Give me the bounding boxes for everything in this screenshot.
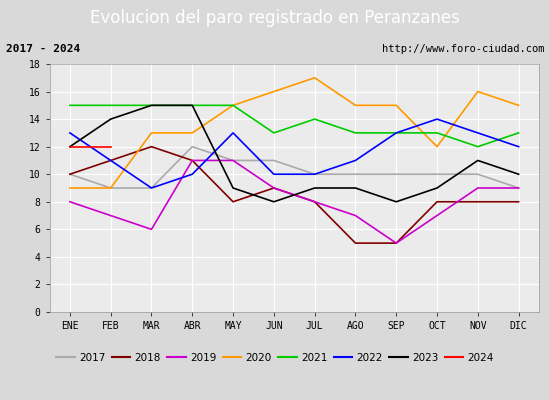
- 2023: [107, 117, 114, 122]
- Legend: 2017, 2018, 2019, 2020, 2021, 2022, 2023, 2024: 2017, 2018, 2019, 2020, 2021, 2022, 2023…: [52, 349, 498, 367]
- 2022: [107, 158, 114, 163]
- 2022: [352, 158, 359, 163]
- 2017: [515, 186, 522, 190]
- 2023: [475, 158, 481, 163]
- 2023: [434, 186, 441, 190]
- 2019: [271, 186, 277, 190]
- 2022: [230, 130, 236, 135]
- 2020: [352, 103, 359, 108]
- 2017: [189, 144, 196, 149]
- 2023: [515, 172, 522, 177]
- 2017: [352, 172, 359, 177]
- 2021: [107, 103, 114, 108]
- 2017: [434, 172, 441, 177]
- 2020: [271, 89, 277, 94]
- 2022: [515, 144, 522, 149]
- Text: Evolucion del paro registrado en Peranzanes: Evolucion del paro registrado en Peranza…: [90, 9, 460, 27]
- 2021: [393, 130, 399, 135]
- 2021: [67, 103, 73, 108]
- 2023: [393, 199, 399, 204]
- 2017: [148, 186, 155, 190]
- 2019: [67, 199, 73, 204]
- 2023: [148, 103, 155, 108]
- 2018: [352, 241, 359, 246]
- 2023: [352, 186, 359, 190]
- 2020: [434, 144, 441, 149]
- 2022: [271, 172, 277, 177]
- 2021: [148, 103, 155, 108]
- 2017: [475, 172, 481, 177]
- Line: 2017: 2017: [70, 147, 519, 188]
- 2022: [311, 172, 318, 177]
- 2020: [107, 186, 114, 190]
- 2018: [189, 158, 196, 163]
- 2018: [311, 199, 318, 204]
- 2017: [107, 186, 114, 190]
- Line: 2020: 2020: [70, 78, 519, 188]
- Line: 2018: 2018: [70, 147, 519, 243]
- 2024: [67, 144, 73, 149]
- 2017: [67, 172, 73, 177]
- 2018: [67, 172, 73, 177]
- 2020: [393, 103, 399, 108]
- 2022: [434, 117, 441, 122]
- 2021: [271, 130, 277, 135]
- 2023: [271, 199, 277, 204]
- 2019: [189, 158, 196, 163]
- 2019: [393, 241, 399, 246]
- 2020: [475, 89, 481, 94]
- 2020: [311, 75, 318, 80]
- Line: 2023: 2023: [70, 105, 519, 202]
- 2017: [271, 158, 277, 163]
- 2019: [230, 158, 236, 163]
- 2020: [189, 130, 196, 135]
- 2022: [393, 130, 399, 135]
- 2021: [434, 130, 441, 135]
- 2022: [475, 130, 481, 135]
- 2017: [230, 158, 236, 163]
- 2020: [230, 103, 236, 108]
- 2021: [475, 144, 481, 149]
- 2017: [393, 172, 399, 177]
- 2018: [475, 199, 481, 204]
- Line: 2022: 2022: [70, 119, 519, 188]
- 2023: [311, 186, 318, 190]
- Line: 2021: 2021: [70, 105, 519, 147]
- 2019: [311, 199, 318, 204]
- 2017: [311, 172, 318, 177]
- 2018: [148, 144, 155, 149]
- Text: http://www.foro-ciudad.com: http://www.foro-ciudad.com: [382, 44, 544, 54]
- 2020: [515, 103, 522, 108]
- 2018: [434, 199, 441, 204]
- 2019: [148, 227, 155, 232]
- 2022: [67, 130, 73, 135]
- 2018: [230, 199, 236, 204]
- 2021: [311, 117, 318, 122]
- 2019: [107, 213, 114, 218]
- 2021: [230, 103, 236, 108]
- 2018: [393, 241, 399, 246]
- 2021: [352, 130, 359, 135]
- 2024: [107, 144, 114, 149]
- 2023: [67, 144, 73, 149]
- 2019: [475, 186, 481, 190]
- 2019: [434, 213, 441, 218]
- 2019: [515, 186, 522, 190]
- 2021: [189, 103, 196, 108]
- 2021: [515, 130, 522, 135]
- 2019: [352, 213, 359, 218]
- 2020: [67, 186, 73, 190]
- 2018: [515, 199, 522, 204]
- 2018: [107, 158, 114, 163]
- Line: 2019: 2019: [70, 160, 519, 243]
- 2022: [148, 186, 155, 190]
- 2022: [189, 172, 196, 177]
- 2020: [148, 130, 155, 135]
- 2018: [271, 186, 277, 190]
- Text: 2017 - 2024: 2017 - 2024: [6, 44, 80, 54]
- 2023: [189, 103, 196, 108]
- 2023: [230, 186, 236, 190]
